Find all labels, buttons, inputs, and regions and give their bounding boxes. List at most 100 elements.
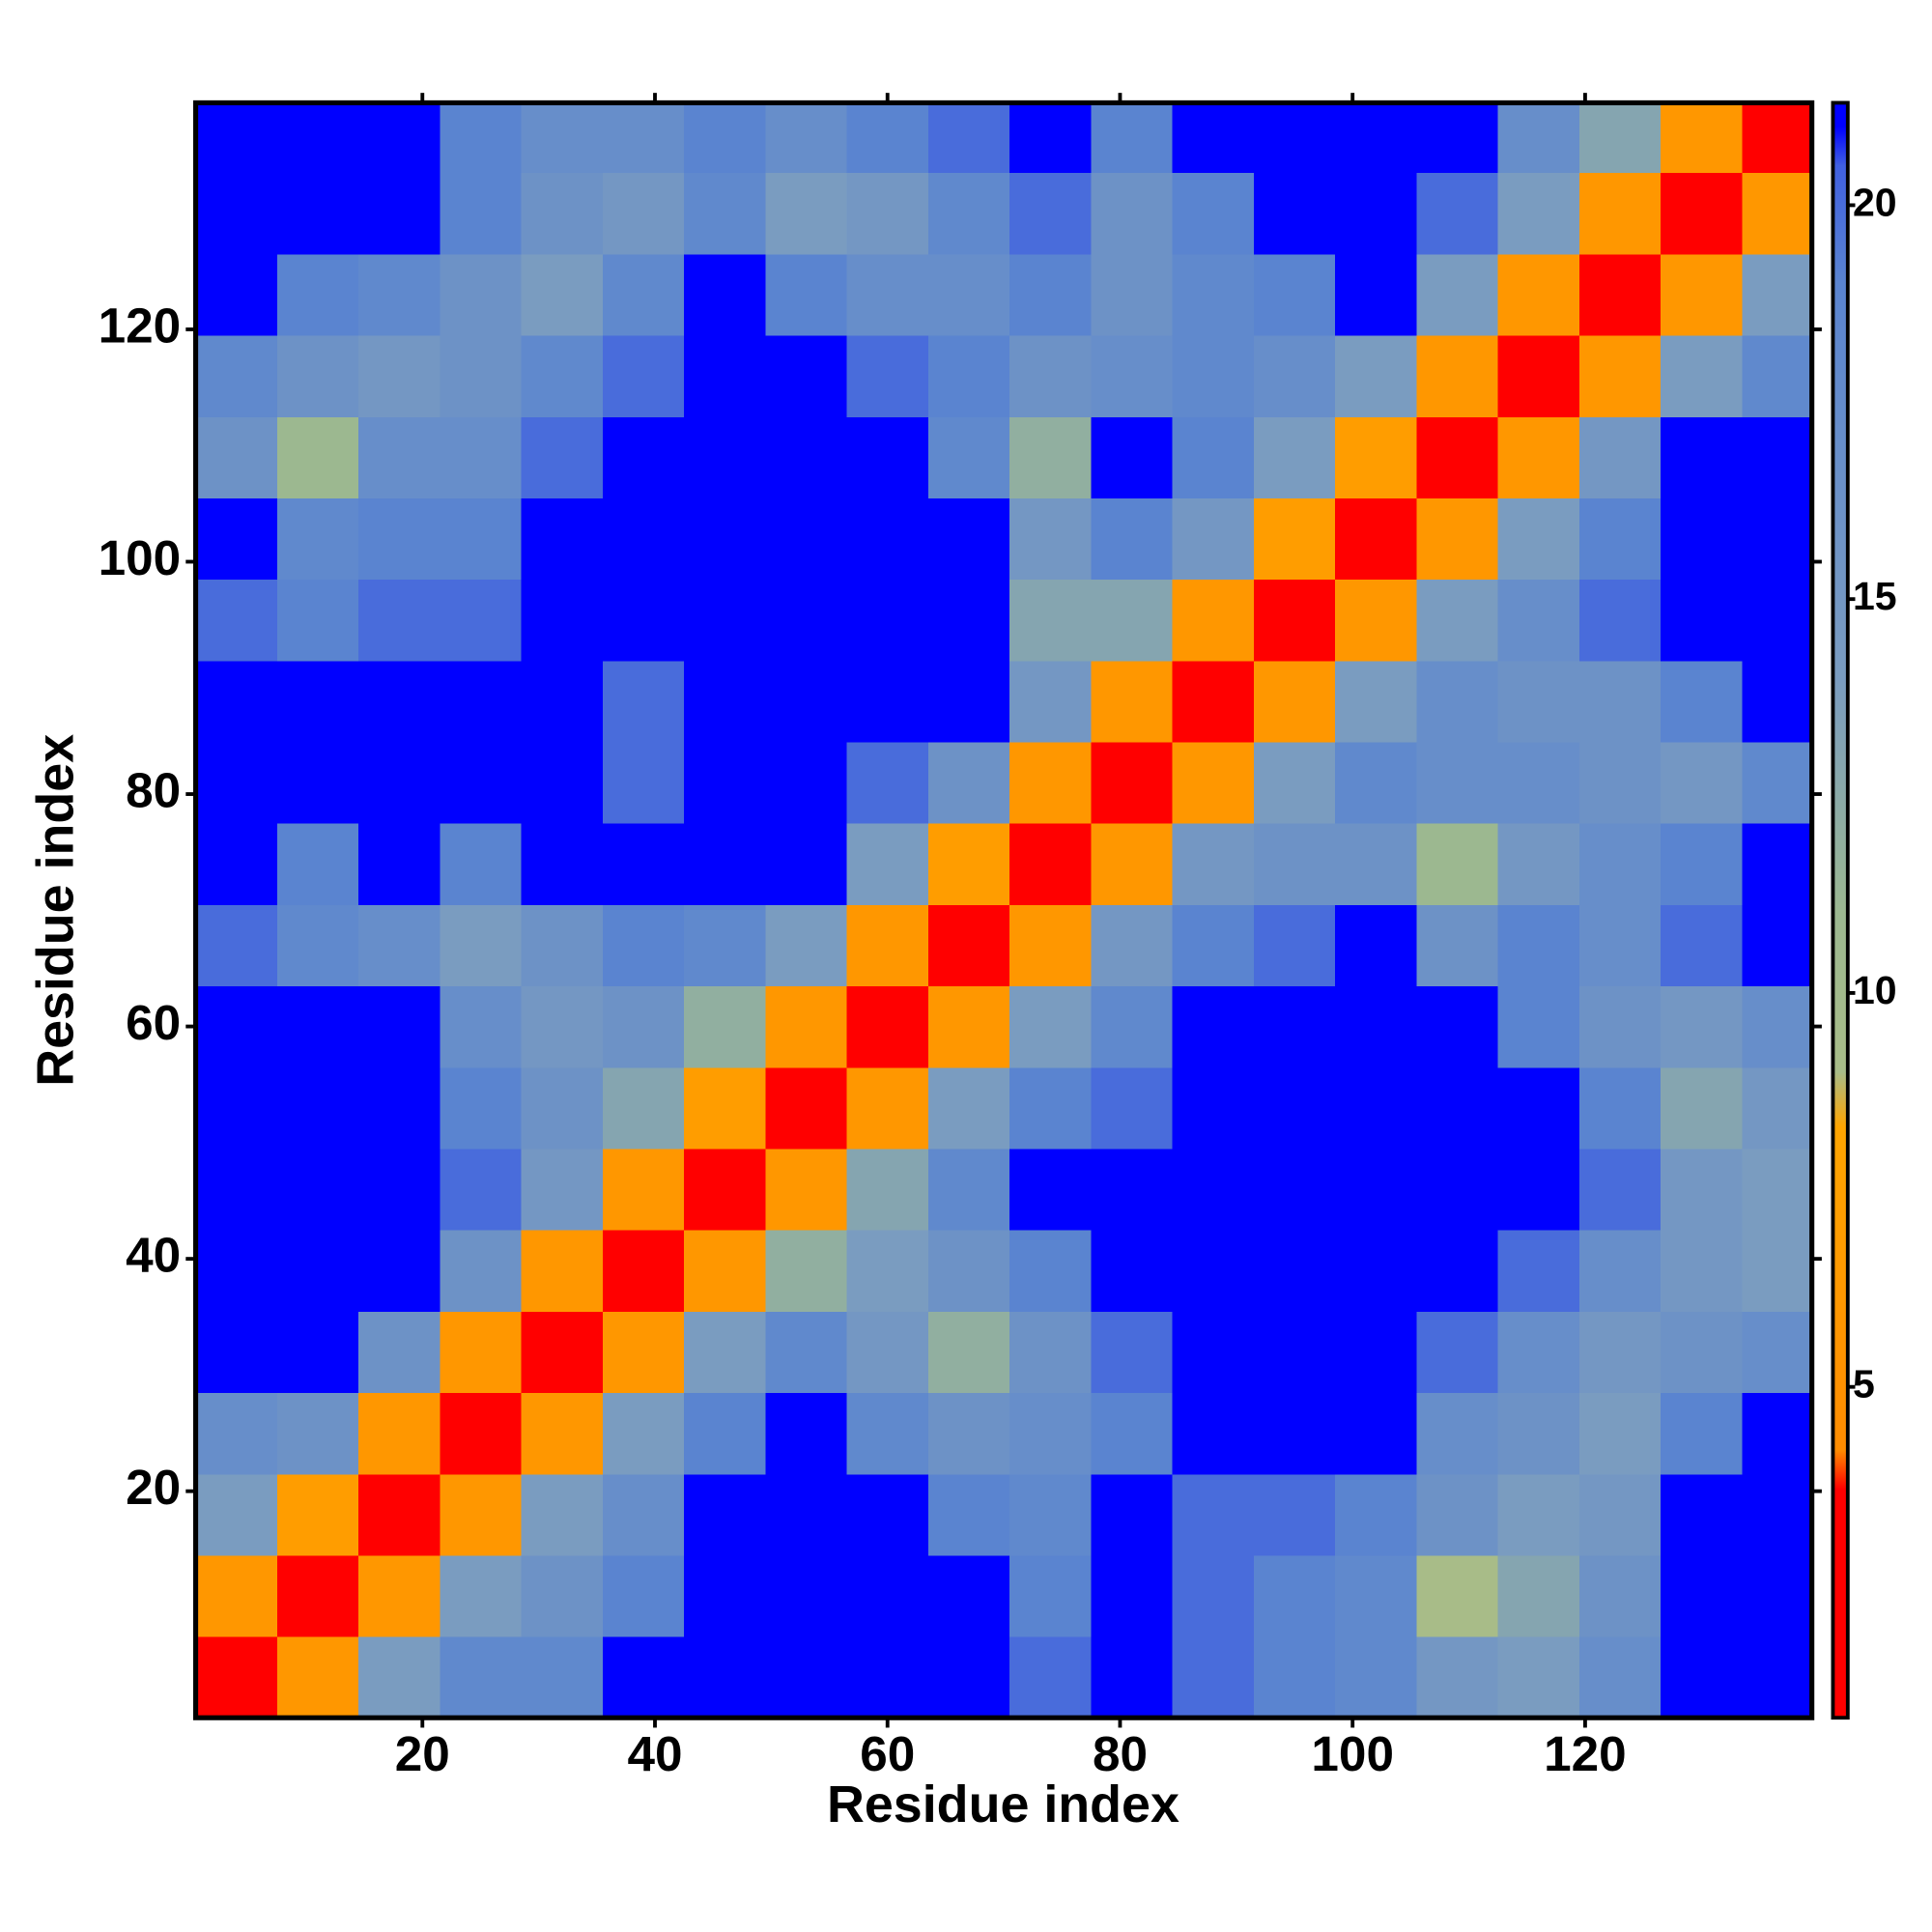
heatmap-cell xyxy=(1335,1066,1418,1150)
heatmap-cell xyxy=(1335,660,1418,743)
heatmap-cell xyxy=(358,1230,440,1312)
heatmap-cell xyxy=(276,172,359,255)
heatmap-cell xyxy=(195,579,278,662)
heatmap-cell xyxy=(276,823,359,905)
heatmap-cell xyxy=(358,497,440,581)
heatmap-cell xyxy=(927,1148,1010,1231)
heatmap-cell xyxy=(846,334,929,417)
heatmap-cell xyxy=(440,253,523,336)
heatmap-cell xyxy=(1578,172,1662,255)
heatmap-cell xyxy=(1416,985,1499,1068)
heatmap-cell xyxy=(1091,1392,1174,1475)
heatmap-cell xyxy=(602,253,685,336)
heatmap-cell xyxy=(276,334,359,417)
heatmap-cell xyxy=(1497,1392,1580,1475)
heatmap-cell xyxy=(684,172,766,255)
heatmap-cell xyxy=(1661,823,1744,905)
heatmap-cell xyxy=(276,660,359,743)
heatmap-cell xyxy=(276,497,359,581)
heatmap-cell xyxy=(1253,1066,1336,1150)
heatmap-cell xyxy=(358,334,440,417)
heatmap-cell xyxy=(927,172,1010,255)
heatmap-cell xyxy=(195,334,278,417)
heatmap-cell xyxy=(358,1554,440,1637)
y-axis-label: Residue index xyxy=(27,734,85,1087)
heatmap-cell xyxy=(1578,660,1662,743)
heatmap-cell xyxy=(846,1148,929,1231)
heatmap-cell xyxy=(521,253,604,336)
heatmap-cell xyxy=(1578,823,1662,905)
heatmap-cell xyxy=(765,1392,848,1475)
y-tick-label: 20 xyxy=(126,1460,181,1515)
heatmap-cell xyxy=(927,1554,1010,1637)
heatmap-cell xyxy=(1497,1066,1580,1150)
heatmap-cell xyxy=(1497,904,1580,987)
heatmap-cell xyxy=(1253,1554,1336,1637)
heatmap-cell xyxy=(1009,1554,1093,1637)
heatmap-cell xyxy=(1578,1066,1662,1150)
heatmap-cell xyxy=(195,416,278,498)
heatmap-cell xyxy=(521,334,604,417)
heatmap-cell xyxy=(358,904,440,987)
heatmap-cell xyxy=(276,102,359,174)
heatmap-cell xyxy=(358,985,440,1068)
heatmap-cell xyxy=(521,1148,604,1231)
heatmap-cell xyxy=(1009,172,1093,255)
heatmap-cell xyxy=(1172,579,1255,662)
heatmap-cell xyxy=(765,1473,848,1556)
heatmap-cell xyxy=(1661,1392,1744,1475)
heatmap-cell xyxy=(1335,1148,1418,1231)
heatmap-cell xyxy=(276,741,359,824)
heatmap-cell xyxy=(1335,1311,1418,1394)
heatmap-cell xyxy=(1172,1148,1255,1231)
heatmap-cell xyxy=(195,1473,278,1556)
heatmap-cell xyxy=(358,579,440,662)
heatmap-cell xyxy=(1742,985,1812,1068)
heatmap-cell xyxy=(1742,416,1812,498)
heatmap-cell xyxy=(440,1066,523,1150)
heatmap-cell xyxy=(440,497,523,581)
heatmap-cell xyxy=(276,1311,359,1394)
heatmap-cell xyxy=(1091,334,1174,417)
heatmap-cell xyxy=(1172,741,1255,824)
heatmap-cell xyxy=(765,1311,848,1394)
x-tick-label: 80 xyxy=(1093,1726,1148,1781)
heatmap-cell xyxy=(684,1066,766,1150)
heatmap-cell xyxy=(1416,334,1499,417)
heatmap-cell xyxy=(521,172,604,255)
heatmap-cell xyxy=(684,1473,766,1556)
heatmap-cell xyxy=(927,1636,1010,1719)
heatmap-cell xyxy=(195,1311,278,1394)
heatmap-cell xyxy=(1497,497,1580,581)
heatmap-cell xyxy=(1416,579,1499,662)
heatmap-cell xyxy=(927,1066,1010,1150)
heatmap-cell xyxy=(1009,660,1093,743)
heatmap-cell xyxy=(440,1636,523,1719)
heatmap-cell xyxy=(846,823,929,905)
heatmap-cell xyxy=(440,334,523,417)
x-tick-label: 60 xyxy=(860,1726,915,1781)
heatmap-cell xyxy=(1009,1066,1093,1150)
heatmap-cell xyxy=(521,904,604,987)
heatmap-cell xyxy=(276,1636,359,1719)
heatmap-cell xyxy=(1742,1148,1812,1231)
heatmap-cell xyxy=(1578,1230,1662,1312)
heatmap-cell xyxy=(521,497,604,581)
heatmap-cell xyxy=(1497,172,1580,255)
heatmap-cell xyxy=(1091,1148,1174,1231)
heatmap-cell xyxy=(1091,1230,1174,1312)
heatmap-cell xyxy=(684,497,766,581)
heatmap-cell xyxy=(1578,497,1662,581)
heatmap-cell xyxy=(1416,823,1499,905)
heatmap-cell xyxy=(1091,102,1174,174)
heatmap-cell xyxy=(846,497,929,581)
heatmap-cell xyxy=(1172,102,1255,174)
heatmap-cell xyxy=(1091,985,1174,1068)
heatmap-cell xyxy=(276,904,359,987)
heatmap-cell xyxy=(1661,1636,1744,1719)
heatmap-cell xyxy=(358,1066,440,1150)
heatmap-cell xyxy=(1335,741,1418,824)
heatmap-cell xyxy=(358,102,440,174)
heatmap-cell xyxy=(1335,985,1418,1068)
heatmap-cell xyxy=(1335,1636,1418,1719)
